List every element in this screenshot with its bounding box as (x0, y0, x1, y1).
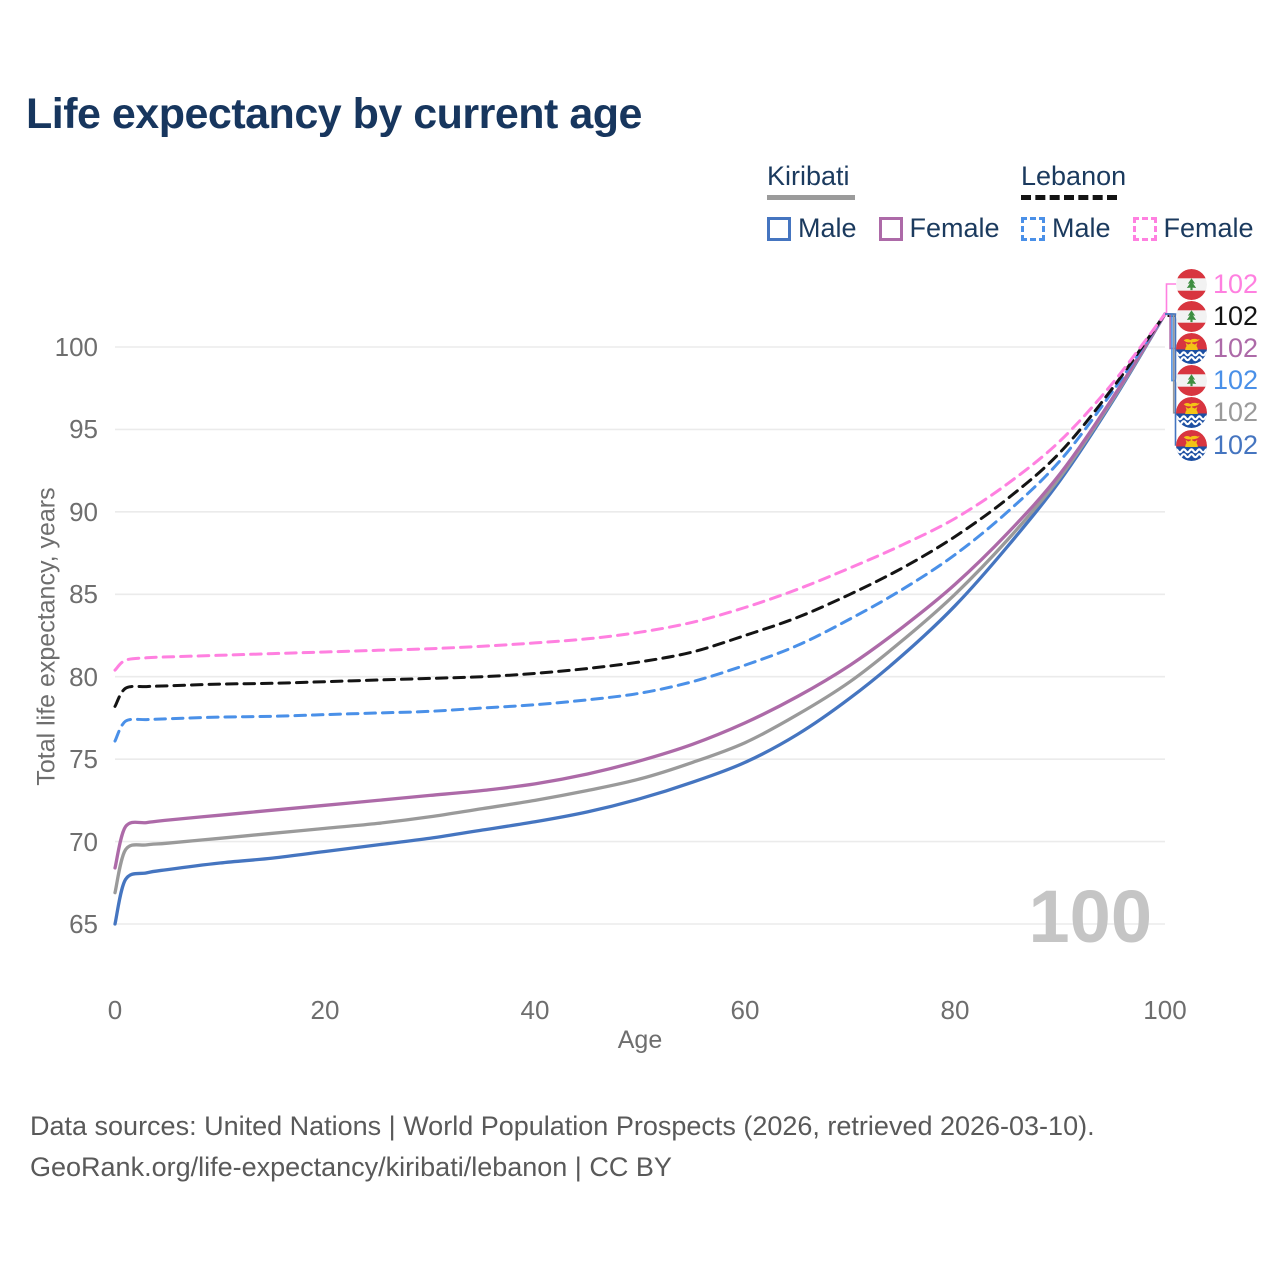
y-tick-label: 90 (69, 496, 98, 527)
series-line-lebanon-male (113, 312, 1167, 743)
lebanon-flag-icon (1176, 269, 1207, 300)
end-label-value: 102 (1213, 365, 1259, 396)
end-label-lebanon-male: 102 (1176, 365, 1258, 396)
kiribati-female-swatch (878, 216, 903, 241)
x-tick-label: 100 (1143, 995, 1187, 1025)
y-tick-label: 85 (69, 579, 98, 610)
footer-sources: Data sources: United Nations | World Pop… (30, 1111, 1095, 1141)
x-axis-title: Age (617, 1026, 663, 1054)
footer-link: GeoRank.org/life-expectancy/kiribati/leb… (30, 1152, 672, 1182)
series-line-kiribati-male (113, 312, 1167, 926)
kiribati-flag-icon (1176, 430, 1207, 461)
series-line-lebanon (113, 312, 1167, 708)
end-label-value: 102 (1213, 397, 1259, 428)
legend-item-lebanon-female[interactable]: Female (1132, 213, 1254, 244)
series-line-lebanon-female (113, 312, 1167, 672)
y-tick-label: 75 (69, 744, 98, 775)
series-line-kiribati-female (113, 312, 1167, 870)
legend-country-kiribati: Kiribati (767, 161, 850, 191)
legend-group-kiribati: Kiribati Male Female (767, 161, 1000, 244)
x-tick-label: 20 (310, 995, 340, 1025)
y-tick-label: 100 (54, 332, 98, 362)
footer: Data sources: United Nations | World Pop… (30, 1106, 1095, 1188)
lebanon-female-swatch (1132, 216, 1157, 241)
lebanon-flag-icon (1176, 301, 1207, 332)
end-label-connector (1165, 283, 1176, 315)
age-watermark: 100 (1028, 875, 1152, 958)
page-title: Life expectancy by current age (26, 90, 642, 138)
legend-group-lebanon: Lebanon Male Female (1021, 161, 1254, 244)
end-label-value: 102 (1213, 332, 1259, 363)
legend-item-label: Male (1052, 213, 1111, 243)
end-label-value: 102 (1213, 300, 1259, 331)
legend-item-label: Female (909, 213, 1000, 243)
end-label-kiribati-male: 102 (1176, 429, 1259, 461)
x-tick-label: 0 (107, 995, 123, 1025)
end-label-lebanon-female: 102 (1176, 268, 1259, 300)
end-label-value: 102 (1213, 429, 1259, 460)
end-label-lebanon: 102 (1176, 300, 1259, 332)
kiribati-flag-icon (1176, 397, 1207, 428)
kiribati-male-swatch (767, 216, 791, 241)
x-tick-label: 80 (940, 995, 970, 1025)
end-label-kiribati: 102 (1176, 397, 1258, 428)
y-tick-label: 80 (69, 661, 98, 692)
legend-item-lebanon-male[interactable]: Male (1021, 213, 1111, 244)
legend-item-label: Female (1163, 213, 1254, 243)
legend-underline-kiribati-solid (767, 195, 855, 200)
legend-country-lebanon: Lebanon (1021, 161, 1127, 191)
kiribati-flag-icon (1176, 333, 1207, 364)
x-tick-label: 60 (730, 995, 760, 1025)
y-tick-label: 70 (69, 826, 98, 857)
end-label-connector (1165, 313, 1177, 446)
end-label-kiribati-female: 102 (1176, 332, 1259, 364)
y-tick-label: 65 (69, 909, 98, 939)
legend-item-kiribati-male[interactable]: Male (767, 213, 857, 244)
x-tick-label: 40 (520, 995, 550, 1025)
lebanon-male-swatch (1021, 216, 1045, 241)
end-label-value: 102 (1213, 268, 1259, 299)
series-line-kiribati (113, 312, 1167, 895)
y-tick-label: 95 (69, 414, 98, 445)
legend-item-kiribati-female[interactable]: Female (878, 213, 1000, 244)
lebanon-flag-icon (1176, 365, 1207, 396)
legend-underline-lebanon-dashed (1021, 195, 1117, 200)
legend-item-label: Male (798, 213, 857, 243)
